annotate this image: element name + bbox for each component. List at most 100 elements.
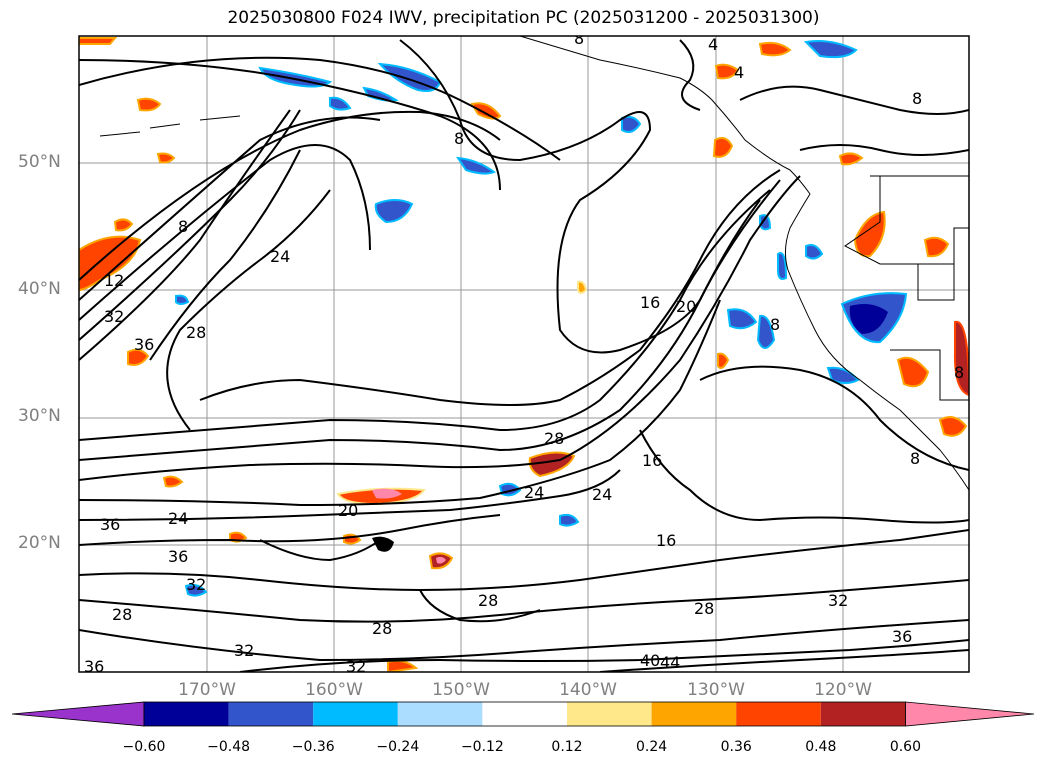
contour-label: 8 [770, 315, 780, 334]
precip-patch [712, 137, 734, 158]
lat-label-50n: 50°N [18, 152, 61, 172]
iwv-contours [79, 39, 969, 672]
precip-patch [759, 214, 772, 231]
contour-label: 24 [524, 483, 544, 502]
contour-label: 24 [168, 509, 188, 528]
precip-patch [756, 314, 776, 349]
contour-label: 32 [104, 307, 124, 326]
colorbar-segment [567, 702, 652, 726]
lat-label-40n: 40°N [18, 279, 61, 299]
colorbar-tick-label: −0.60 [123, 739, 166, 755]
lat-label-30n: 30°N [18, 406, 61, 426]
contour-label: 12 [104, 271, 124, 290]
lon-label-150w: 150°W [432, 680, 490, 700]
precip-patch [372, 488, 402, 499]
contour-label: 36 [168, 547, 188, 566]
precip-patch [362, 86, 399, 102]
precip-patch [372, 536, 394, 552]
precip-patch [79, 37, 118, 45]
contour-label: 16 [642, 451, 662, 470]
map-frame [78, 35, 970, 673]
contour-label: 36 [100, 515, 120, 534]
contour-label: 4 [734, 63, 744, 82]
precip-patch [184, 583, 208, 597]
contour-label: 8 [178, 217, 188, 236]
contour-label: 32 [186, 575, 206, 594]
precip-patch [162, 475, 184, 488]
precip-patch [938, 416, 968, 437]
contour-label: 8 [954, 363, 964, 382]
contour-label: 40 [640, 651, 660, 670]
contour-label: 32 [828, 591, 848, 610]
contour-labels: 8 4 4 8 8 8 12 32 36 24 28 16 20 8 28 24… [84, 29, 964, 676]
precip-patches [79, 37, 969, 672]
contour-label: 28 [372, 619, 392, 638]
colorbar-segment [313, 702, 398, 726]
contour-label: 16 [656, 531, 676, 550]
lon-label-120w: 120°W [814, 680, 872, 700]
colorbar-extend-low [11, 701, 145, 727]
precip-patch [758, 41, 792, 57]
colorbar-tick-label: 0.24 [636, 739, 667, 755]
contour-label: 24 [270, 247, 290, 266]
contour-label: 20 [338, 501, 358, 520]
colorbar: −0.60 −0.48 −0.36 −0.24 −0.12 0.12 0.24 … [11, 701, 1035, 755]
colorbar-segment [736, 702, 821, 726]
precip-patch [79, 235, 142, 292]
contour-label: 8 [912, 89, 922, 108]
precip-patch [805, 244, 824, 260]
precip-patch [849, 304, 888, 334]
precip-patch [896, 356, 930, 388]
colorbar-tick-label: −0.36 [292, 739, 335, 755]
contour-label: 20 [676, 297, 696, 316]
contour-label: 8 [574, 29, 584, 48]
precip-patch [838, 152, 864, 166]
precip-patch [127, 348, 150, 366]
colorbar-segment [651, 702, 737, 726]
colorbar-segment [820, 702, 906, 726]
precip-patch [777, 252, 788, 280]
precip-patch [803, 40, 858, 59]
contour-label: 32 [234, 641, 254, 660]
map-title: 2025030800 F024 IWV, precipitation PC (2… [227, 8, 820, 28]
contour-label: 28 [186, 323, 206, 342]
colorbar-tick-label: 0.36 [721, 739, 752, 755]
colorbar-tick-label: 0.60 [890, 739, 921, 755]
precip-patch [113, 218, 134, 232]
precip-patch [577, 280, 588, 294]
contour-label: 28 [544, 429, 564, 448]
contour-label: 28 [478, 591, 498, 610]
precip-patch [717, 352, 730, 369]
lon-label-160w: 160°W [305, 680, 363, 700]
precip-patch [470, 102, 502, 120]
colorbar-tick-label: 0.48 [805, 739, 836, 755]
colorbar-tick-label: 0.12 [551, 739, 582, 755]
lon-label-130w: 130°W [687, 680, 745, 700]
precip-patch [559, 513, 580, 527]
contour-label: 28 [694, 599, 714, 618]
colorbar-tick-label: −0.12 [461, 739, 504, 755]
colorbar-tick-label: −0.48 [207, 739, 250, 755]
precip-patch [374, 199, 414, 224]
precip-patch [156, 152, 176, 164]
contour-label: 8 [910, 449, 920, 468]
precip-patch [714, 63, 740, 80]
precip-patch [136, 97, 162, 112]
colorbar-segment [144, 702, 229, 726]
contour-label: 16 [640, 293, 660, 312]
lat-label-20n: 20°N [18, 533, 61, 553]
precip-patch [826, 366, 860, 384]
contour-label: 28 [112, 605, 132, 624]
precip-patch [726, 308, 758, 330]
colorbar-tick-label: −0.24 [376, 739, 419, 755]
lon-label-140w: 140°W [559, 680, 617, 700]
colorbar-segment [228, 702, 314, 726]
contour-label: 32 [346, 657, 366, 676]
contour-label: 36 [134, 335, 154, 354]
contour-label: 36 [892, 627, 912, 646]
colorbar-extend-high [905, 701, 1035, 727]
precip-patch [923, 236, 950, 258]
precip-patch [329, 96, 352, 111]
contour-label: 24 [592, 485, 612, 504]
